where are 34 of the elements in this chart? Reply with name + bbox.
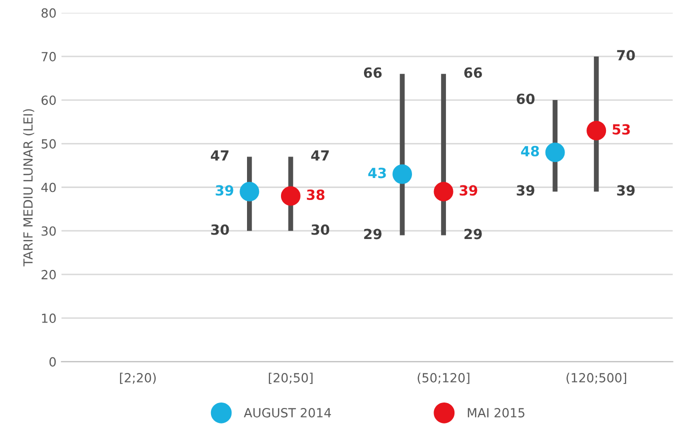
legend-label: MAI 2015 [468, 408, 524, 418]
y-tick-label: 80 [42, 8, 56, 18]
y-tick-label: 10 [42, 314, 56, 323]
x-tick-label: (120;500] [566, 372, 626, 384]
annotation: 30 [211, 224, 229, 235]
data-label: 39 [460, 185, 478, 196]
y-tick-label: 20 [42, 270, 56, 280]
annotation: 60 [516, 94, 535, 104]
legend-label: AUGUST 2014 [244, 408, 331, 418]
y-tick-label: 60 [42, 96, 56, 105]
annotation: 47 [311, 150, 329, 161]
annotation: 66 [364, 67, 382, 78]
data-label: 39 [216, 185, 234, 196]
data-label: 38 [306, 189, 324, 200]
annotation: 39 [617, 185, 635, 196]
y-axis-title: TARIF MEDIU LUNAR (LEI) [23, 109, 34, 266]
annotation: 29 [364, 228, 382, 240]
data-label: 48 [521, 146, 539, 156]
y-tick-label: 50 [42, 139, 56, 149]
annotation: 70 [617, 50, 635, 60]
y-tick-label: 40 [41, 182, 56, 192]
data-label: 53 [612, 124, 630, 135]
annotation: 66 [464, 67, 482, 78]
x-tick-label: [2;20) [120, 372, 156, 384]
annotation: 39 [516, 185, 534, 196]
data-label: 43 [368, 168, 386, 178]
x-tick-label: [20;50] [268, 372, 313, 384]
y-tick-label: 0 [49, 357, 56, 367]
annotation: 29 [464, 228, 482, 240]
annotation: 47 [210, 150, 228, 161]
x-tick-label: (50;120] [418, 372, 470, 384]
y-tick-label: 30 [42, 226, 56, 236]
y-tick-label: 70 [42, 52, 56, 62]
annotation: 30 [311, 224, 330, 235]
